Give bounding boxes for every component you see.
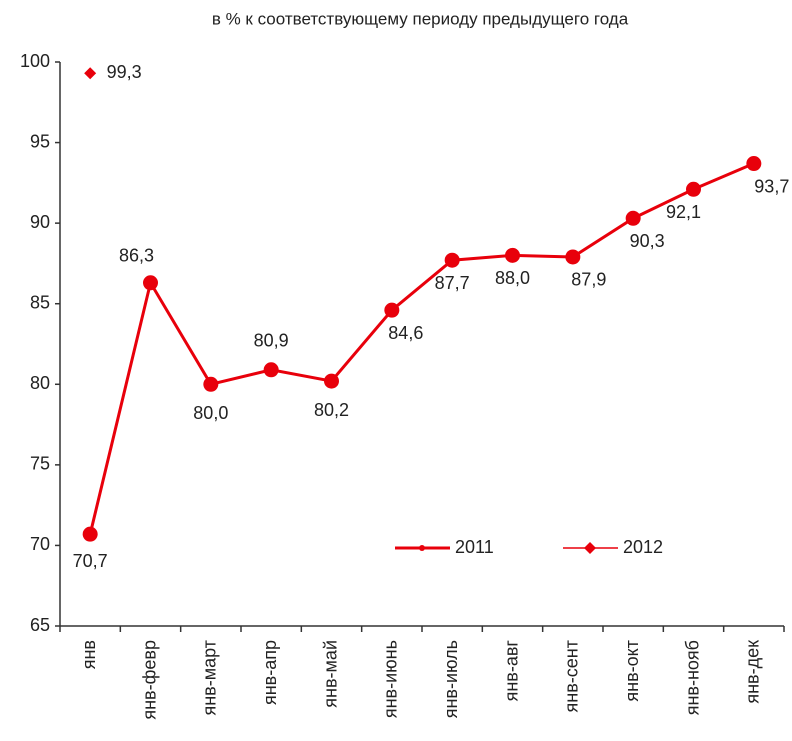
legend-marker (419, 545, 425, 551)
x-tick-label: янв-февр (139, 640, 159, 720)
data-label: 80,2 (314, 400, 349, 420)
y-tick-label: 80 (30, 373, 50, 393)
data-label: 92,1 (666, 202, 701, 222)
marker (82, 526, 98, 542)
marker (625, 210, 641, 226)
y-tick-label: 75 (30, 454, 50, 474)
x-tick-label: янв-дек (743, 640, 763, 704)
x-tick-label: янв-апр (260, 640, 280, 705)
marker (686, 181, 701, 197)
y-tick-label: 95 (30, 131, 50, 151)
legend-marker (584, 542, 596, 554)
data-label: 99,3 (107, 62, 142, 82)
marker (384, 302, 400, 318)
line (88, 162, 755, 535)
x-tick-label: янв-май (320, 640, 340, 708)
marker (746, 156, 762, 172)
marker (84, 67, 97, 80)
data-label: 80,9 (254, 331, 289, 351)
x-tick-label: янв-авг (501, 640, 521, 702)
marker (203, 376, 219, 392)
y-tick-label: 85 (30, 292, 50, 312)
marker (143, 275, 158, 291)
marker (505, 247, 520, 263)
data-label: 87,7 (435, 273, 470, 293)
x-tick-label: янв-март (200, 640, 220, 716)
x-tick-label: янв-июль (441, 640, 461, 718)
x-tick-label: янв-нояб (682, 640, 702, 715)
marker (565, 249, 581, 265)
data-label: 70,7 (73, 551, 108, 571)
data-label: 87,9 (571, 270, 606, 290)
data-label: 84,6 (388, 323, 423, 343)
y-tick-label: 70 (30, 534, 50, 554)
y-tick-label: 65 (30, 615, 50, 635)
chart-title: в % к соответствующему периоду предыдуще… (212, 9, 629, 28)
marker (444, 252, 460, 268)
marker (324, 373, 339, 389)
marker (263, 362, 279, 378)
x-tick-label: янв-июнь (381, 640, 401, 718)
data-label: 88,0 (495, 268, 530, 288)
legend-label: 2012 (623, 537, 663, 557)
data-label: 86,3 (119, 246, 154, 266)
x-tick-label: янв-сент (562, 640, 582, 712)
y-tick-label: 100 (20, 51, 50, 71)
x-tick-label: янв (79, 640, 99, 669)
y-tick-label: 90 (30, 212, 50, 232)
data-label: 93,7 (754, 176, 789, 196)
data-label: 90,3 (630, 231, 665, 251)
legend-label: 2011 (455, 537, 494, 557)
x-tick-label: янв-окт (622, 640, 642, 702)
data-label: 80,0 (193, 403, 228, 423)
